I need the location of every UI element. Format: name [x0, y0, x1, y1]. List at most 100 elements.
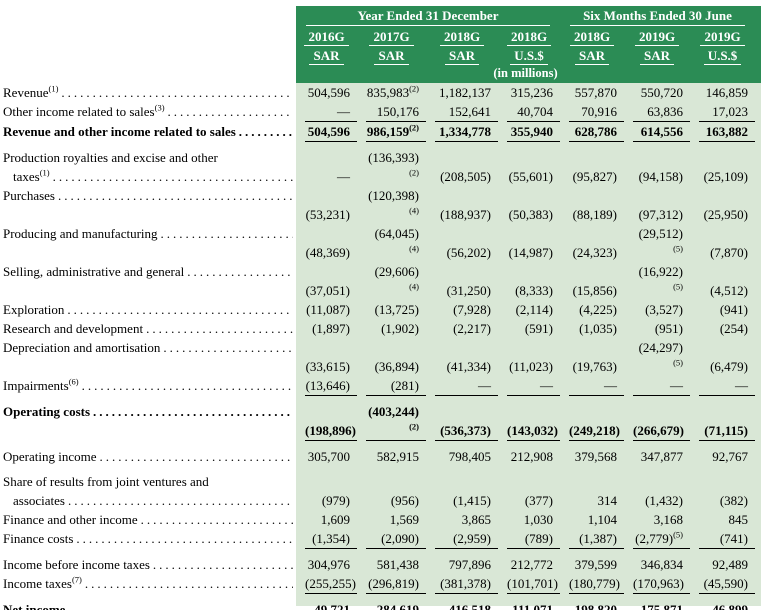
dot-leader: ........................................…	[93, 404, 293, 419]
header-spacer	[0, 65, 296, 83]
row-label: Exploration.............................…	[0, 300, 296, 319]
row-label: Income taxes(7).........................…	[0, 574, 296, 594]
table-cell: 1,030	[523, 512, 553, 527]
header-group-label: Year Ended 31 December	[306, 8, 550, 26]
table-row: Producing and manufacturing.............…	[0, 224, 761, 262]
table-cell: (1,387)	[569, 529, 624, 549]
row-label-text: Share of results from joint ventures and	[3, 474, 209, 489]
table-cell: 92,489	[712, 557, 748, 572]
table-cell: (249,218)	[569, 421, 624, 441]
table-cell: (188,937)	[440, 207, 491, 222]
table-cell: (296,819)	[366, 574, 426, 594]
dot-leader: ........................................…	[187, 264, 293, 279]
table-body: Revenue(1)..............................…	[0, 83, 761, 610]
row-label: Operating costs.........................…	[0, 402, 296, 441]
row-label-text: Purchases	[3, 188, 55, 203]
dot-leader: ........................................…	[61, 85, 293, 100]
table-cell: 3,865	[461, 512, 491, 527]
table-cell: (94,158)	[638, 169, 683, 184]
table-cell: 150,176	[366, 102, 426, 122]
table-cell: (29,606)(4)	[374, 264, 419, 292]
row-label: Operating income........................…	[0, 447, 296, 466]
row-label: Depreciation and amortisation...........…	[0, 338, 296, 376]
table-cell: 379,599	[574, 557, 617, 572]
row-label-text: Income taxes(7)	[3, 574, 82, 591]
table-cell: 1,334,778	[435, 122, 498, 142]
table-row: Finance and other income................…	[0, 510, 761, 529]
table-cell: (31,250)	[446, 283, 491, 298]
row-label-text: Impairments(6)	[3, 376, 79, 393]
table-row: Revenue and other income related to sale…	[0, 122, 761, 142]
table-cell: 46,899	[699, 600, 755, 610]
table-cell: (36,894)	[374, 359, 419, 374]
table-row: Income before income taxes..............…	[0, 555, 761, 574]
table-cell: (33,615)	[305, 359, 350, 374]
table-cell: (381,378)	[435, 574, 498, 594]
table-cell: 347,877	[640, 449, 683, 464]
table-cell: 305,700	[307, 449, 350, 464]
table-cell: 628,786	[569, 122, 624, 142]
table-cell: (4,225)	[579, 302, 617, 317]
table-cell: (45,590)	[699, 574, 755, 594]
table-cell: (951)	[654, 321, 683, 336]
table-cell: (37,051)	[305, 283, 350, 298]
table-row: Revenue(1)..............................…	[0, 83, 761, 102]
table-cell: (4,512)	[710, 283, 748, 298]
table-cell: 304,976	[307, 557, 350, 572]
dot-leader: ........................................…	[67, 493, 293, 508]
row-label-text: Revenue and other income related to sale…	[3, 124, 236, 139]
table-cell: (25,109)	[703, 169, 748, 184]
row-label: Finance costs...........................…	[0, 529, 296, 549]
dot-leader: ........................................…	[52, 169, 293, 184]
row-label: Producing and manufacturing.............…	[0, 224, 296, 262]
table-cell: (16,922)(5)	[638, 264, 683, 292]
row-label-text: taxes(1)	[13, 167, 50, 184]
table-cell: (1,035)	[579, 321, 617, 336]
table-cell: 798,405	[448, 449, 491, 464]
row-label: Research and development................…	[0, 319, 296, 338]
header-group-six-months: Six Months Ended 30 June	[560, 6, 755, 26]
table-cell: (29,512)(5)	[638, 226, 683, 254]
table-cell: 504,596	[305, 122, 357, 142]
column-header-year-5: 2019G	[624, 27, 690, 46]
table-cell: 17,023	[699, 102, 755, 122]
dot-leader: ........................................…	[76, 531, 293, 546]
table-cell: (979)	[321, 493, 350, 508]
table-cell: (2,217)	[453, 321, 491, 336]
table-cell: 40,704	[507, 102, 560, 122]
dot-leader: ........................................…	[238, 124, 293, 139]
dot-leader: ........................................…	[67, 302, 293, 317]
table-cell: (14,987)	[508, 245, 553, 260]
dot-leader: ........................................…	[152, 557, 293, 572]
table-cell: (1,354)	[305, 529, 357, 549]
table-cell: (382)	[719, 493, 748, 508]
table-cell: 212,772	[510, 557, 553, 572]
row-label: Impairments(6)..........................…	[0, 376, 296, 396]
table-row: Impairments(6)..........................…	[0, 376, 761, 396]
dot-leader: ........................................…	[81, 378, 293, 393]
dot-leader: ........................................…	[163, 340, 293, 355]
table-cell: 284,619	[366, 600, 426, 610]
row-label-text: Operating costs	[3, 404, 91, 419]
table-cell: 557,870	[574, 85, 617, 100]
table-cell: (143,032)	[507, 421, 560, 441]
dot-leader: ........................................…	[99, 449, 294, 464]
table-row: Selling, administrative and general.....…	[0, 262, 761, 300]
table-cell: (41,334)	[446, 359, 491, 374]
table-cell: (13,646)	[305, 376, 357, 396]
table-cell: —	[569, 376, 624, 396]
table-cell: (403,244)(2)	[366, 402, 426, 441]
table-cell: 379,568	[574, 449, 617, 464]
header-years-row: 2016G 2017G 2018G 2018G 2018G 2019G 2019G	[0, 26, 761, 46]
table-cell: 70,916	[569, 102, 624, 122]
table-cell: 175,871	[633, 600, 690, 610]
table-cell: (7,928)	[453, 302, 491, 317]
row-label-text: Production royalties and excise and othe…	[3, 150, 218, 165]
table-cell: 314	[597, 493, 618, 508]
table-cell: 986,159(2)	[366, 122, 426, 142]
table-cell: (536,373)	[435, 421, 498, 441]
table-cell: 1,182,137	[439, 85, 491, 100]
header-group-row: Year Ended 31 December Six Months Ended …	[0, 6, 761, 26]
table-cell: (208,505)	[440, 169, 491, 184]
